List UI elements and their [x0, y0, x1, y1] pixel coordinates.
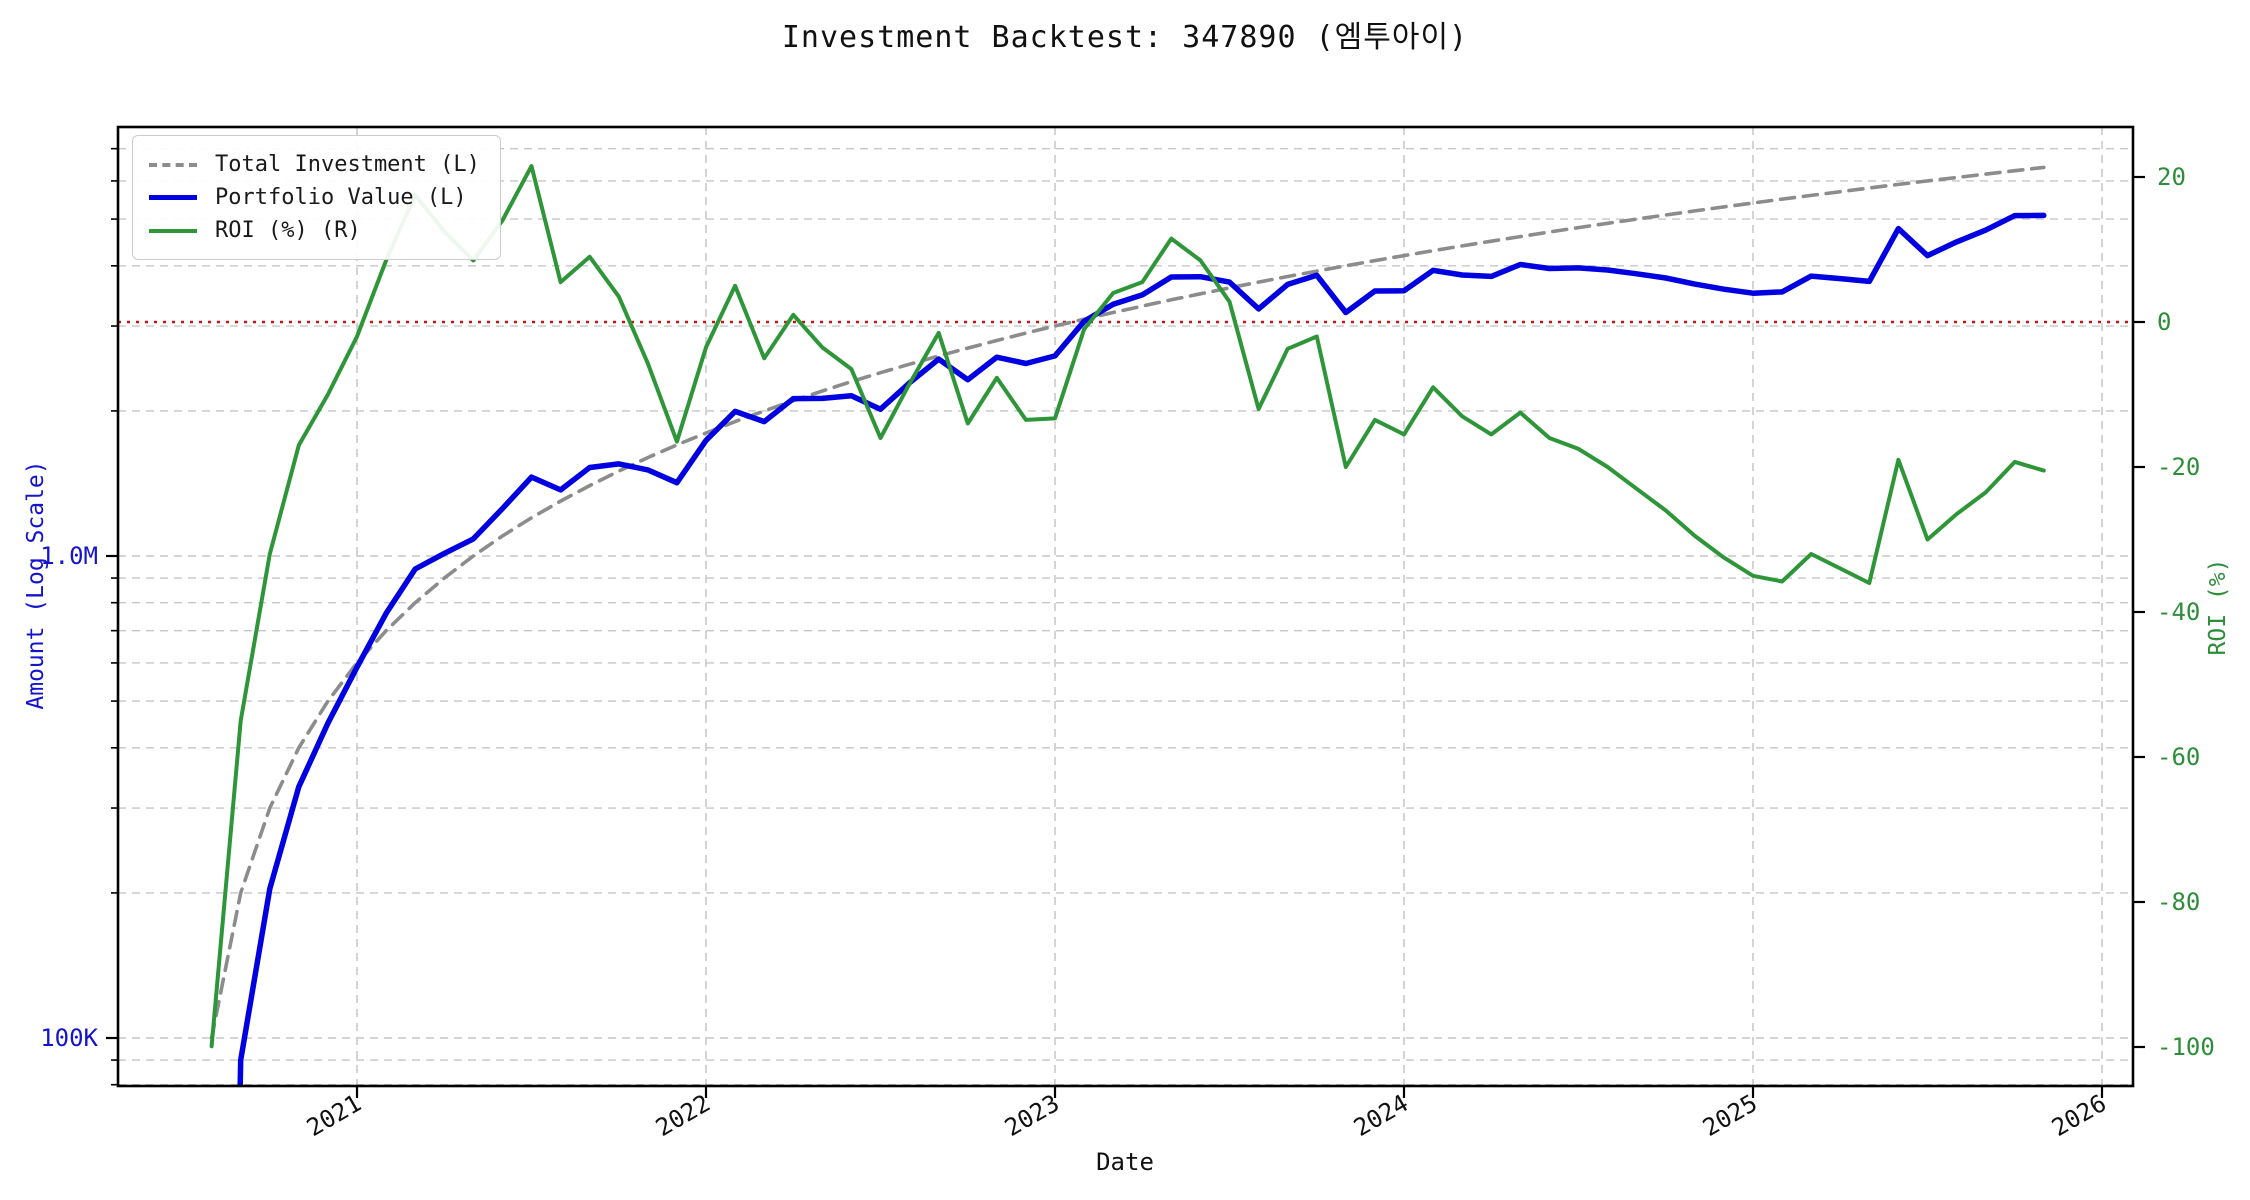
right-axis-tick-label: -20	[2157, 453, 2200, 481]
right-axis-tick-label: -100	[2157, 1033, 2215, 1061]
legend-item-roi: ROI (%) (R)	[149, 214, 480, 247]
plot-border	[116, 125, 2135, 1088]
x-axis-label: Date	[1096, 1148, 1154, 1176]
x-axis-tick-label: 2025	[1698, 1089, 1762, 1142]
roi-line	[209, 164, 2046, 1049]
legend: Total Investment (L) Portfolio Value (L)…	[132, 135, 501, 260]
left-axis-tick-label: 100K	[40, 1024, 98, 1052]
total-investment-line	[209, 165, 2046, 1040]
right-axis-label: ROI (%)	[2205, 558, 2231, 656]
x-axis-tick-label: 2024	[1349, 1089, 1413, 1142]
x-axis-tick-label: 2023	[1000, 1089, 1064, 1142]
legend-label: Total Investment (L)	[215, 152, 480, 177]
portfolio-value-line	[237, 212, 2047, 1086]
x-axis-tick-label: 2022	[651, 1089, 715, 1142]
blue-line-swatch-icon	[149, 195, 197, 200]
left-axis-label: Amount (Log Scale)	[23, 460, 49, 710]
legend-item-portfolio-value: Portfolio Value (L)	[149, 181, 480, 214]
right-axis-tick-label: 0	[2157, 308, 2171, 336]
dashed-line-swatch-icon	[149, 162, 197, 167]
chart-title: Investment Backtest: 347890 (엠투아이)	[781, 20, 1469, 55]
left-axis-tick-label: 1.0M	[40, 542, 98, 570]
right-axis-tick-label: -40	[2157, 598, 2200, 626]
green-line-swatch-icon	[149, 228, 197, 233]
legend-label: ROI (%) (R)	[215, 218, 361, 243]
right-axis-tick-label: 20	[2157, 163, 2186, 191]
legend-item-total-investment: Total Investment (L)	[149, 148, 480, 181]
legend-label: Portfolio Value (L)	[215, 185, 467, 210]
right-axis-tick-label: -60	[2157, 743, 2200, 771]
x-axis-tick-label: 2021	[302, 1089, 366, 1142]
right-axis-tick-label: -80	[2157, 888, 2200, 916]
x-axis-tick-label: 2026	[2047, 1089, 2111, 1142]
